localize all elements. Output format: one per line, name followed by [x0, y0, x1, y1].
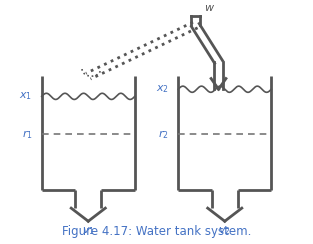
- Text: Figure 4.17: Water tank system.: Figure 4.17: Water tank system.: [62, 225, 251, 238]
- Text: $r_1$: $r_1$: [22, 128, 33, 141]
- Text: $v_1$: $v_1$: [82, 225, 95, 237]
- Text: $x_2$: $x_2$: [156, 83, 169, 95]
- Text: $w$: $w$: [204, 3, 215, 13]
- Text: $r_2$: $r_2$: [158, 128, 169, 141]
- Text: $x_1$: $x_1$: [19, 91, 33, 102]
- Text: $v_2$: $v_2$: [218, 225, 231, 237]
